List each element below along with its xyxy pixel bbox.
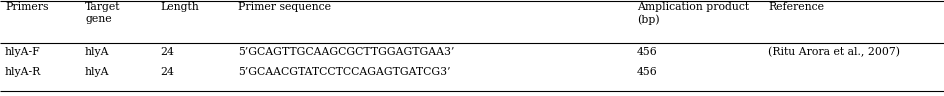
Text: hlyA: hlyA [85,67,110,77]
Text: Amplication product
(bp): Amplication product (bp) [637,2,750,25]
Text: Primer sequence: Primer sequence [238,2,331,12]
Text: hlyA-F: hlyA-F [5,47,41,57]
Text: hlyA: hlyA [85,47,110,57]
Text: hlyA-R: hlyA-R [5,67,42,77]
Text: 24: 24 [160,47,174,57]
Text: 24: 24 [160,67,174,77]
Text: Length: Length [160,2,199,12]
Text: (Ritu Arora et al., 2007): (Ritu Arora et al., 2007) [768,47,900,57]
Text: Target
gene: Target gene [85,2,121,24]
Text: Reference: Reference [768,2,824,12]
Text: 5’GCAGTTGCAAGCGCTTGGAGTGAA3’: 5’GCAGTTGCAAGCGCTTGGAGTGAA3’ [238,47,454,57]
Text: 456: 456 [637,67,658,77]
Text: 456: 456 [637,47,658,57]
Text: Primers: Primers [5,2,48,12]
Text: 5’GCAACGTATCCTCCAGAGTGATCG3’: 5’GCAACGTATCCTCCAGAGTGATCG3’ [238,67,450,77]
